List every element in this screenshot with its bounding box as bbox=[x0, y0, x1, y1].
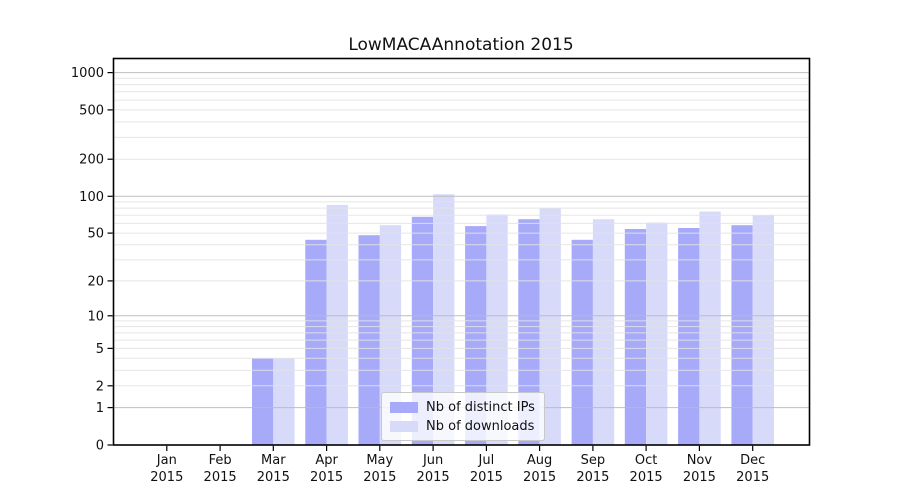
x-tick-label-year: 2015 bbox=[257, 470, 290, 485]
y-tick-label: 500 bbox=[79, 103, 104, 118]
x-tick-label-month: Jul bbox=[478, 453, 495, 468]
x-axis-tick-labels: Jan 2015 Feb 2015 Mar 2015 Apr 2015 May 2015 Jun 20… bbox=[150, 453, 769, 485]
bar-ips-jun bbox=[411, 216, 434, 445]
x-tick-label-month: Apr bbox=[315, 453, 338, 468]
x-tick-label-month: Jun bbox=[422, 453, 443, 468]
y-tick-label: 100 bbox=[79, 190, 104, 205]
grid-minor bbox=[114, 77, 809, 387]
bar-dl-may bbox=[379, 225, 402, 445]
bars-layer bbox=[252, 194, 774, 445]
x-tick-label-year: 2015 bbox=[417, 470, 450, 485]
bar-ips-oct bbox=[624, 229, 647, 445]
x-tick-label-year: 2015 bbox=[576, 470, 609, 485]
grid-major bbox=[114, 72, 809, 409]
bar-ips-apr bbox=[305, 239, 327, 445]
bars-distinct-ips bbox=[252, 216, 753, 445]
y-tick-label: 10 bbox=[87, 309, 104, 324]
y-tick-label: 5 bbox=[96, 342, 104, 357]
ticks-layer bbox=[107, 71, 754, 451]
bar-ips-mar bbox=[252, 358, 274, 445]
x-tick-label-year: 2015 bbox=[736, 470, 769, 485]
x-tick-label-year: 2015 bbox=[150, 470, 183, 485]
x-tick-label-year: 2015 bbox=[470, 470, 503, 485]
bar-ips-dec bbox=[731, 225, 753, 445]
bar-ips-sep bbox=[571, 239, 593, 445]
x-tick-label-month: Jan bbox=[156, 453, 177, 468]
bar-dl-dec bbox=[752, 215, 774, 445]
x-tick-label-year: 2015 bbox=[204, 470, 237, 485]
chart-title: LowMACAAnnotation 2015 bbox=[348, 35, 574, 55]
x-tick-label-month: Oct bbox=[635, 453, 657, 468]
y-axis-tick-labels: 0 1 2 5 10 20 50 100 200 500 1000 bbox=[71, 66, 104, 453]
x-tick-label-month: Dec bbox=[740, 453, 765, 468]
legend-item-downloads: Nb of downloads bbox=[390, 418, 536, 434]
y-tick-label: 1 bbox=[96, 401, 104, 416]
bar-ips-aug bbox=[518, 219, 540, 445]
bar-dl-jun bbox=[433, 194, 455, 445]
y-tick-label: 2 bbox=[96, 379, 104, 394]
x-tick-label-year: 2015 bbox=[523, 470, 556, 485]
x-tick-label-year: 2015 bbox=[630, 470, 663, 485]
y-tick-label: 200 bbox=[79, 153, 104, 168]
x-tick-label-month: Feb bbox=[209, 453, 232, 468]
x-tick-label-year: 2015 bbox=[363, 470, 396, 485]
y-tick-label: 0 bbox=[96, 439, 104, 454]
legend-label-distinct-ips: Nb of distinct IPs bbox=[426, 399, 535, 415]
legend: Nb of distinct IPs Nb of downloads bbox=[381, 392, 545, 441]
x-tick-label-month: Aug bbox=[527, 453, 552, 468]
x-tick-label-month: Sep bbox=[581, 453, 606, 468]
bar-dl-apr bbox=[326, 204, 348, 445]
bar-dl-nov bbox=[699, 211, 721, 445]
legend-swatch-distinct-ips bbox=[390, 401, 418, 413]
plot-border bbox=[112, 57, 811, 446]
x-tick-label-month: Nov bbox=[687, 453, 713, 468]
x-tick-label-year: 2015 bbox=[683, 470, 716, 485]
legend-item-distinct-ips: Nb of distinct IPs bbox=[390, 399, 536, 415]
legend-swatch-downloads bbox=[390, 420, 418, 432]
bar-dl-jul bbox=[486, 214, 508, 445]
y-tick-label: 1000 bbox=[71, 66, 104, 81]
y-tick-label: 20 bbox=[87, 274, 104, 289]
bar-dl-sep bbox=[592, 219, 615, 445]
bar-ips-nov bbox=[678, 228, 700, 445]
x-tick-label-year: 2015 bbox=[310, 470, 343, 485]
bar-dl-oct bbox=[646, 222, 668, 445]
x-tick-label-month: May bbox=[366, 453, 393, 468]
bar-dl-mar bbox=[273, 358, 295, 445]
x-tick-label-month: Mar bbox=[261, 453, 286, 468]
y-tick-label: 50 bbox=[87, 227, 104, 242]
legend-label-downloads: Nb of downloads bbox=[426, 418, 535, 434]
